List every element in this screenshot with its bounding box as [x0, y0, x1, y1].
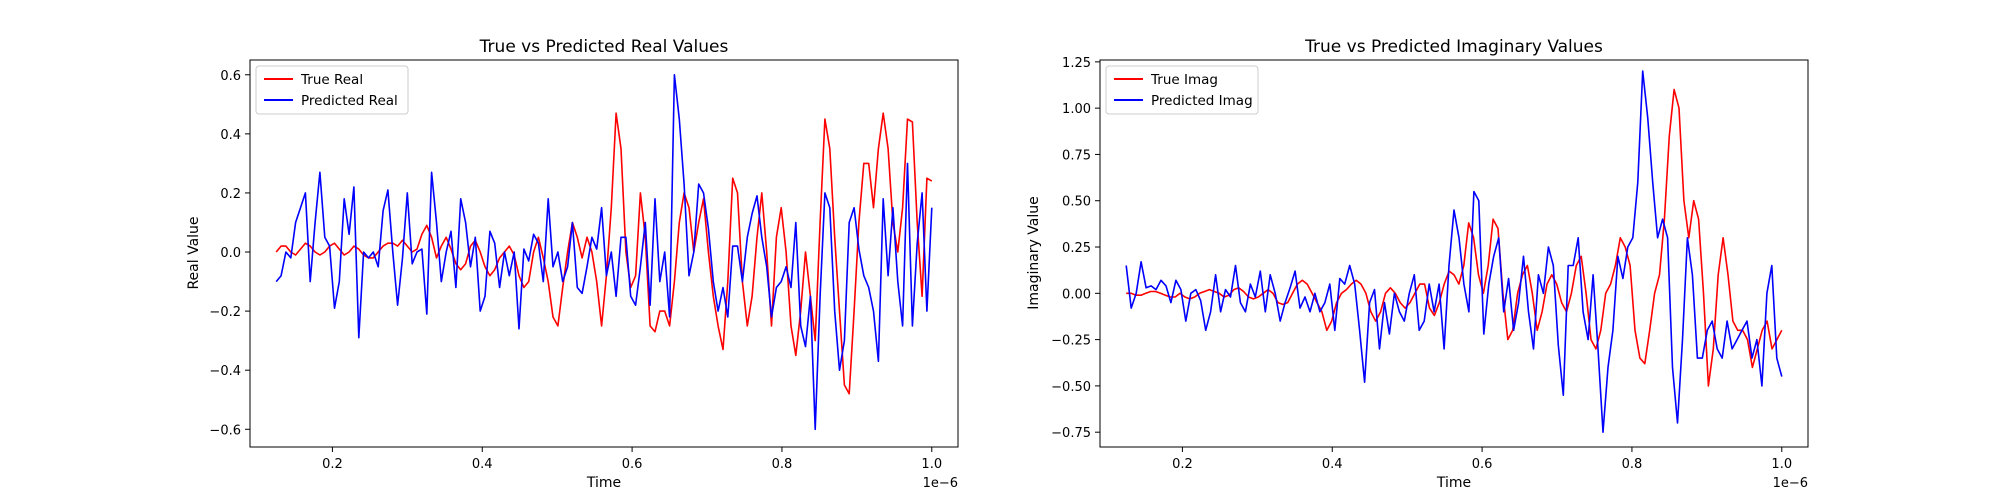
- imag-y-tick-label: 1.00: [1062, 102, 1091, 117]
- imag-plot-area: [1100, 60, 1808, 447]
- real-legend-box: [255, 65, 409, 115]
- real-x-ticks: 0.2 0.4 0.6 0.8 1.0: [322, 447, 942, 472]
- imag-x-tick-label: 0.8: [1622, 457, 1643, 472]
- real-x-tick-label: 1.0: [921, 457, 942, 472]
- imag-series-predicted-line: [1125, 70, 1783, 434]
- imag-series-true-line: [1126, 88, 1783, 387]
- real-chart-title: True vs Predicted Real Values: [479, 37, 729, 57]
- real-x-tick-label: 0.4: [472, 457, 493, 472]
- imag-y-tick-label: −0.75: [1051, 426, 1091, 441]
- real-series-true-line: [275, 112, 933, 395]
- imag-y-tick-label: 0.25: [1062, 241, 1091, 256]
- real-values-chart: True vs Predicted Real Values 0.2 0.4 0.6 0…: [186, 37, 959, 491]
- imag-y-tick-label: 0.50: [1062, 195, 1091, 210]
- real-x-axis-label: Time: [586, 475, 621, 491]
- real-x-offset-label: 1e−6: [923, 476, 958, 491]
- real-legend: True Real Predicted Real: [255, 65, 409, 115]
- imag-x-offset-label: 1e−6: [1773, 476, 1808, 491]
- imag-x-tick-label: 1.0: [1771, 457, 1792, 472]
- imag-x-tick-label: 0.4: [1322, 457, 1343, 472]
- imag-x-axis-label: Time: [1436, 475, 1471, 491]
- real-y-axis-label: Real Value: [186, 216, 202, 289]
- imag-legend-predicted-label: Predicted Imag: [1151, 93, 1253, 109]
- imag-y-tick-label: 0.00: [1062, 287, 1091, 302]
- real-legend-true-label: True Real: [300, 72, 363, 88]
- imag-y-tick-label: 1.25: [1062, 56, 1091, 71]
- real-y-tick-label: 0.4: [220, 128, 241, 143]
- real-y-tick-label: −0.2: [209, 305, 241, 320]
- real-y-ticks: −0.6 −0.4 −0.2 0.0 0.2 0.4 0.6: [209, 69, 250, 438]
- real-plot-area: [250, 60, 958, 447]
- imag-legend-true-label: True Imag: [1150, 72, 1218, 88]
- imag-x-ticks: 0.2 0.4 0.6 0.8 1.0: [1172, 447, 1792, 472]
- imag-legend-box: [1105, 65, 1259, 115]
- real-y-tick-label: 0.6: [220, 69, 241, 84]
- real-x-tick-label: 0.2: [322, 457, 343, 472]
- real-y-tick-label: −0.4: [209, 364, 241, 379]
- imag-x-tick-label: 0.2: [1172, 457, 1193, 472]
- real-axes-frame: [249, 59, 959, 448]
- real-y-tick-label: 0.2: [220, 187, 241, 202]
- imag-axes-frame: [1099, 59, 1809, 448]
- imag-y-axis-label: Imaginary Value: [1026, 196, 1042, 310]
- real-series-predicted-line: [275, 74, 933, 431]
- imag-chart-title: True vs Predicted Imaginary Values: [1304, 37, 1603, 57]
- imag-x-tick-label: 0.6: [1472, 457, 1493, 472]
- imag-legend: True Imag Predicted Imag: [1105, 65, 1259, 115]
- imag-y-tick-label: −0.25: [1051, 334, 1091, 349]
- imag-y-ticks: −0.75 −0.50 −0.25 0.00 0.25 0.50 0.75 1.00 1.25: [1051, 56, 1100, 441]
- imag-values-chart: True vs Predicted Imaginary Values 0.2 0.…: [1026, 37, 1809, 491]
- real-x-tick-label: 0.8: [772, 457, 793, 472]
- imag-y-tick-label: 0.75: [1062, 148, 1091, 163]
- imag-series-lines: [1125, 70, 1783, 434]
- imag-y-tick-label: −0.50: [1051, 380, 1091, 395]
- real-series-lines: [275, 74, 933, 431]
- real-y-tick-label: 0.0: [220, 246, 241, 261]
- real-x-tick-label: 0.6: [622, 457, 643, 472]
- real-y-tick-label: −0.6: [209, 423, 241, 438]
- real-legend-predicted-label: Predicted Real: [301, 93, 398, 109]
